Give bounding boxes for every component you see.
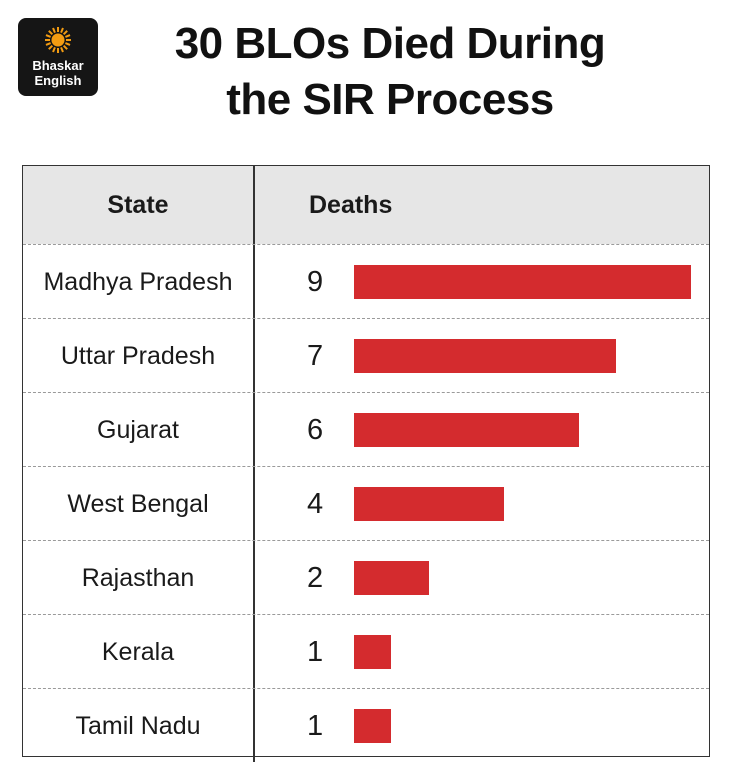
column-divider — [253, 541, 255, 614]
sun-ray — [48, 30, 54, 36]
column-divider — [253, 245, 255, 318]
sun-ray — [65, 42, 71, 46]
death-bar — [354, 265, 691, 299]
death-count-label: 7 — [307, 340, 324, 372]
state-label: West Bengal — [67, 490, 209, 518]
sun-icon — [45, 27, 71, 53]
header-state: State — [107, 191, 169, 219]
sun-ray — [62, 30, 68, 36]
header-deaths: Deaths — [309, 191, 393, 219]
death-bar — [354, 413, 579, 447]
title-line-1: 30 BLOs Died During — [174, 19, 606, 68]
title-line-2: the SIR Process — [226, 75, 554, 124]
column-divider — [253, 319, 255, 392]
sun-ray — [52, 47, 56, 53]
table-header: State Deaths — [23, 166, 709, 244]
state-label: Uttar Pradesh — [60, 342, 216, 370]
sun-ray — [48, 44, 54, 50]
death-bar — [354, 561, 429, 595]
state-label: Rajasthan — [81, 564, 195, 592]
death-count-label: 1 — [307, 710, 324, 742]
table-row: Kerala 1 — [23, 614, 709, 688]
death-bar — [354, 709, 391, 743]
column-divider — [253, 166, 255, 244]
column-divider — [253, 393, 255, 466]
table-row: Uttar Pradesh 7 — [23, 318, 709, 392]
sun-ray — [45, 42, 51, 46]
death-bar — [354, 635, 391, 669]
column-divider — [253, 615, 255, 688]
state-label: Madhya Pradesh — [43, 268, 233, 296]
brand-name-line2: English — [34, 73, 82, 88]
death-count-label: 9 — [307, 266, 324, 298]
state-label: Gujarat — [97, 416, 179, 444]
brand-logo: Bhaskar English — [18, 18, 98, 96]
column-divider — [253, 689, 255, 762]
table-row: Rajasthan 2 — [23, 540, 709, 614]
state-label: Tamil Nadu — [75, 712, 201, 740]
brand-name-line1: Bhaskar — [32, 58, 84, 73]
death-bar — [354, 339, 616, 373]
chart-title: 30 BLOs Died During the SIR Process — [110, 16, 670, 128]
sun-ray — [60, 27, 64, 33]
death-bar — [354, 487, 504, 521]
sun-ray — [45, 34, 51, 38]
death-count-label: 6 — [307, 414, 324, 446]
state-label: Kerala — [101, 638, 175, 666]
death-count-label: 4 — [307, 488, 324, 520]
death-count-label: 1 — [307, 636, 324, 668]
sun-ray — [65, 34, 71, 38]
table-row: West Bengal 4 — [23, 466, 709, 540]
column-divider — [253, 467, 255, 540]
death-count-label: 2 — [307, 562, 324, 594]
sun-ray — [52, 27, 56, 33]
sun-ray — [62, 44, 68, 50]
table-row: Gujarat 6 — [23, 392, 709, 466]
table-row: Madhya Pradesh 9 — [23, 244, 709, 318]
table-row: Tamil Nadu 1 — [23, 688, 709, 762]
sun-ray — [60, 47, 64, 53]
data-table: State Deaths Madhya Pradesh 9 Uttar Prades… — [22, 165, 710, 762]
